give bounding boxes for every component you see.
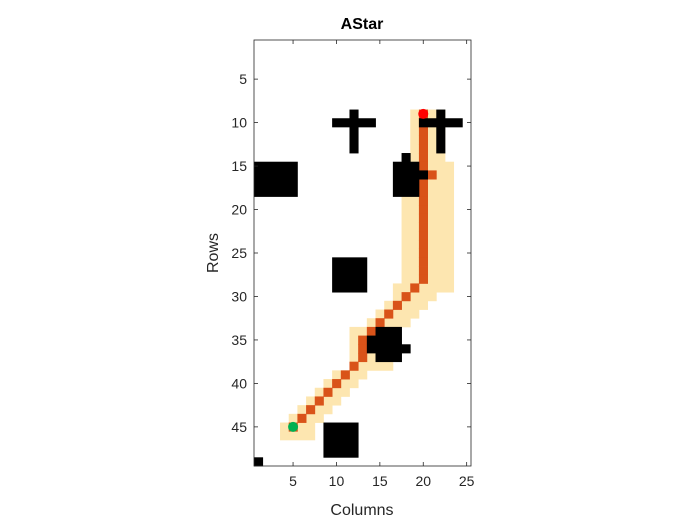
explored-cells (366, 318, 411, 328)
obstacle (254, 161, 298, 197)
path-cell (410, 283, 420, 293)
path-cell (297, 413, 307, 423)
y-tick-label: 5 (239, 71, 247, 87)
obstacle (332, 118, 376, 128)
path-cell (349, 361, 359, 371)
path-cell (427, 170, 437, 180)
path-cell (418, 196, 428, 206)
path-cell (366, 326, 376, 336)
y-tick-label: 10 (231, 115, 247, 131)
path-cell (358, 344, 368, 354)
goal-marker (418, 108, 429, 119)
chart-title: AStar (341, 16, 384, 33)
y-tick-label: 15 (231, 158, 247, 174)
y-tick-label: 40 (231, 375, 247, 391)
y-tick-label: 20 (231, 202, 247, 218)
path-cell (418, 187, 428, 197)
y-tick-label: 35 (231, 332, 247, 348)
path-cell (332, 379, 342, 389)
path-cell (358, 335, 368, 345)
path-cell (392, 300, 402, 310)
path-cell (418, 213, 428, 223)
path-cell (418, 274, 428, 284)
start-marker (288, 421, 299, 432)
path-cell (384, 309, 394, 319)
y-tick-label: 30 (231, 288, 247, 304)
explored-cells (384, 300, 428, 310)
path-cell (418, 135, 428, 145)
y-tick-label: 25 (231, 245, 247, 261)
path-cell (358, 352, 368, 363)
path-cell (323, 387, 333, 397)
path-cell (418, 153, 428, 163)
path-cell (314, 396, 324, 406)
x-tick-label: 20 (415, 473, 431, 489)
path-cell (418, 126, 428, 137)
obstacle (401, 344, 411, 354)
x-tick-label: 10 (329, 473, 345, 489)
x-tick-label: 25 (459, 473, 475, 489)
path-cell (418, 257, 428, 267)
path-cell (418, 144, 428, 154)
path-cell (418, 205, 428, 215)
obstacle (332, 257, 368, 293)
path-cell (418, 222, 428, 232)
path-cell (418, 179, 428, 189)
y-axis: 5 10 15 20 25 30 35 40 45 (231, 71, 471, 435)
x-tick-label: 15 (372, 473, 388, 489)
x-tick-label: 5 (289, 473, 297, 489)
obstacle (254, 457, 264, 467)
obstacle (418, 170, 428, 180)
path-cell (418, 248, 428, 258)
explored-cells (375, 309, 420, 319)
obstacle (323, 422, 359, 458)
path-cell (418, 239, 428, 250)
path-cell (418, 231, 428, 241)
x-axis-label: Columns (330, 502, 393, 519)
path-cell (375, 318, 385, 328)
obstacle (366, 335, 376, 354)
path-cell (401, 292, 411, 302)
y-axis-label: Rows (205, 233, 222, 273)
path-cell (306, 405, 316, 415)
plot-area (253, 39, 472, 467)
obstacle (436, 109, 446, 154)
y-tick-label: 45 (231, 419, 247, 435)
x-axis: 5 10 15 20 25 (289, 40, 475, 489)
obstacle (349, 109, 359, 154)
path-cell (418, 161, 428, 171)
path-cell (418, 266, 428, 276)
obstacle (401, 153, 411, 163)
path-cell (340, 370, 350, 380)
obstacle (392, 161, 420, 197)
obstacle (418, 118, 463, 128)
obstacle (375, 326, 402, 363)
